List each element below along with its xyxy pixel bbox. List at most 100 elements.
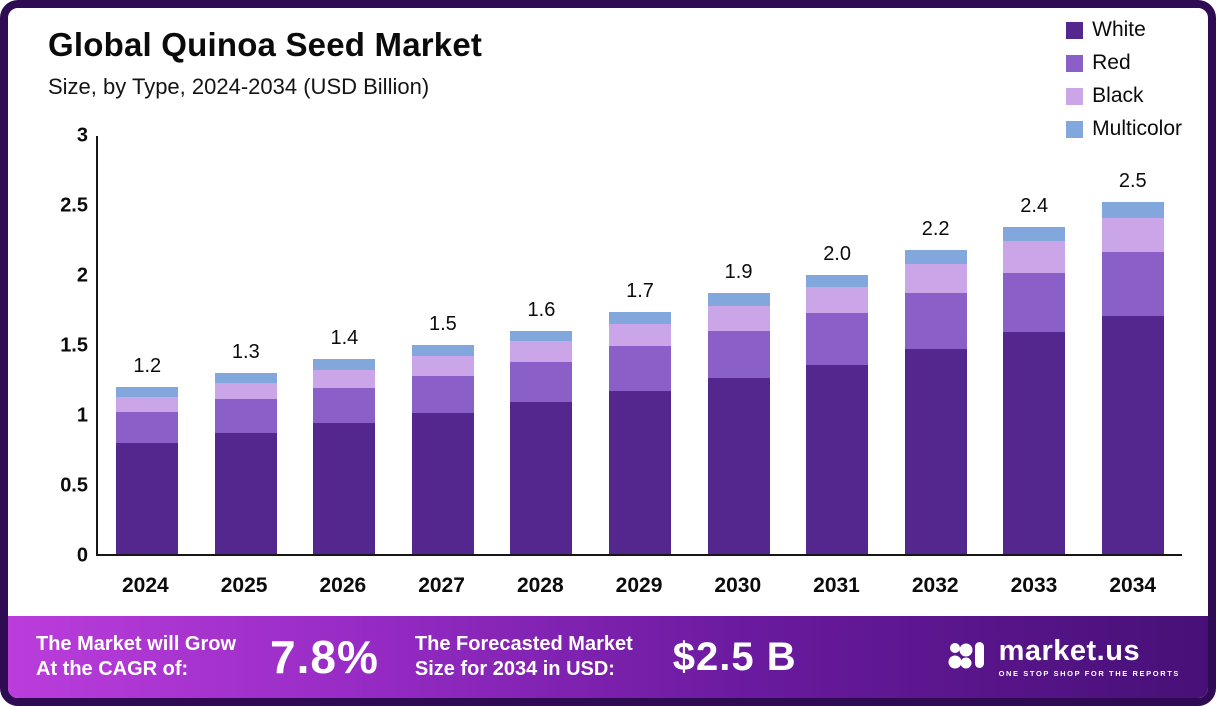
bar-slot-2025: 1.3 — [197, 136, 296, 554]
bar-segment-red-2034 — [1101, 251, 1164, 316]
bar-total-label-2028: 1.6 — [527, 299, 556, 322]
legend-item-white: White — [1066, 18, 1182, 42]
y-tick-0: 0 — [76, 544, 88, 567]
bar-segment-red-2024 — [116, 411, 179, 443]
x-label-2032: 2032 — [911, 574, 959, 597]
bar-slot-2032: 2.2 — [886, 136, 985, 554]
bar-segment-black-2028 — [510, 340, 573, 362]
x-label-2033: 2033 — [1010, 574, 1058, 597]
bar-segment-white-2024 — [116, 442, 179, 554]
bar-segment-black-2030 — [707, 306, 770, 332]
bar-segment-red-2032 — [904, 293, 967, 350]
bar-segment-black-2024 — [116, 396, 179, 412]
bar-segment-multicolor-2030 — [707, 293, 770, 307]
bar-2027: 1.5 — [411, 136, 474, 554]
x-label-2024: 2024 — [122, 574, 169, 597]
bar-total-label-2034: 2.5 — [1118, 169, 1147, 192]
bar-segment-multicolor-2027 — [411, 345, 474, 357]
bar-segment-multicolor-2025 — [214, 372, 277, 383]
bar-segment-multicolor-2024 — [116, 386, 179, 397]
bar-slot-2024: 1.2 — [98, 136, 197, 554]
bar-slot-2029: 1.7 — [591, 136, 690, 554]
bar-segment-white-2033 — [1003, 332, 1066, 554]
chart: 3 2.5 2 1.5 1 0.5 0 1.2 1.3 1.4 1.5 1.6 1.7 1.9 2.0 2.… — [38, 125, 1182, 598]
bar-total-label-2032: 2.2 — [921, 218, 950, 241]
bar-segment-multicolor-2031 — [806, 275, 869, 287]
bar-segment-black-2025 — [214, 382, 277, 400]
bar-segment-white-2030 — [707, 378, 770, 554]
bar-segment-red-2026 — [313, 388, 376, 424]
bar-total-label-2025: 1.3 — [231, 340, 260, 363]
y-tick-1.5: 1.5 — [60, 334, 88, 357]
bar-slot-2028: 1.6 — [492, 136, 591, 554]
bar-2033: 2.4 — [1003, 136, 1066, 554]
legend-swatch-white — [1066, 21, 1084, 39]
bar-segment-white-2032 — [904, 349, 967, 554]
bar-2028: 1.6 — [510, 136, 573, 554]
x-label-2031: 2031 — [813, 574, 860, 597]
legend-swatch-multicolor — [1066, 120, 1084, 138]
bar-segment-white-2025 — [214, 432, 277, 554]
bar-segment-red-2027 — [411, 375, 474, 414]
bar-segment-black-2026 — [313, 370, 376, 389]
bar-total-label-2030: 1.9 — [724, 261, 753, 284]
y-tick-2: 2 — [76, 264, 88, 287]
legend-item-black: Black — [1066, 84, 1182, 108]
bar-total-label-2033: 2.4 — [1020, 194, 1049, 217]
bar-segment-black-2031 — [806, 286, 869, 313]
chart-legend: White Red Black Multicolor — [1066, 18, 1182, 141]
bar-total-label-2024: 1.2 — [133, 354, 162, 377]
bar-segment-black-2033 — [1003, 240, 1066, 273]
bar-total-label-2027: 1.5 — [429, 313, 457, 335]
legend-swatch-black — [1066, 87, 1084, 105]
plot-area: 1.2 1.3 1.4 1.5 1.6 1.7 1.9 2.0 2.2 2.4 2.5 — [96, 136, 1182, 556]
cagr-label: The Market will Grow At the CAGR of: — [36, 633, 237, 680]
subtitle-units: (USD Billion) — [303, 74, 430, 99]
forecast-value: $2.5 B — [672, 634, 797, 679]
bar-segment-white-2026 — [313, 423, 376, 554]
bar-segment-red-2028 — [510, 361, 573, 403]
bar-segment-white-2029 — [609, 390, 671, 554]
bar-total-label-2029: 1.7 — [626, 279, 654, 302]
legend-label: White — [1092, 18, 1146, 41]
y-tick-3: 3 — [76, 124, 88, 147]
bar-segment-multicolor-2032 — [904, 250, 967, 265]
x-label-2034: 2034 — [1109, 574, 1157, 597]
subtitle-range: Size, by Type, 2024-2034 — [48, 74, 298, 99]
y-tick-2.5: 2.5 — [60, 194, 88, 217]
bar-segment-black-2029 — [609, 324, 671, 347]
bar-segment-red-2029 — [609, 346, 671, 391]
bar-slot-2034: 2.5 — [1083, 136, 1182, 554]
chart-subtitle: Size, by Type, 2024-2034 (USD Billion) — [48, 74, 482, 100]
legend-item-red: Red — [1066, 51, 1182, 75]
bar-segment-black-2034 — [1101, 218, 1164, 252]
x-label-2025: 2025 — [220, 574, 268, 597]
bar-slot-2030: 1.9 — [689, 136, 788, 554]
bar-total-label-2026: 1.4 — [330, 326, 359, 349]
bar-segment-red-2030 — [707, 331, 770, 379]
bar-2034: 2.5 — [1101, 136, 1164, 554]
bar-2024: 1.2 — [116, 136, 179, 554]
bar-segment-multicolor-2026 — [313, 358, 376, 371]
cagr-value: 7.8% — [270, 631, 379, 683]
legend-label: Red — [1092, 51, 1131, 74]
bar-2029: 1.7 — [609, 136, 671, 554]
bar-segment-multicolor-2028 — [510, 331, 573, 341]
market-us-logo: market.us ONE STOP SHOP FOR THE REPORTS — [947, 636, 1180, 679]
legend-item-multicolor: Multicolor — [1066, 117, 1182, 141]
x-label-2028: 2028 — [516, 574, 564, 597]
bar-segment-red-2031 — [806, 312, 869, 365]
y-tick-1: 1 — [76, 404, 88, 427]
bar-segment-black-2032 — [904, 264, 967, 294]
x-label-2030: 2030 — [714, 574, 762, 597]
bar-segment-red-2025 — [214, 399, 277, 433]
bar-2031: 2.0 — [806, 136, 869, 554]
header: Global Quinoa Seed Market Size, by Type,… — [48, 26, 482, 100]
bar-2032: 2.2 — [904, 136, 967, 554]
x-label-2029: 2029 — [615, 574, 663, 597]
bar-segment-multicolor-2034 — [1101, 201, 1164, 219]
bar-segment-white-2028 — [510, 402, 573, 554]
brand-name: market.us — [998, 634, 1141, 667]
legend-swatch-red — [1066, 54, 1084, 72]
